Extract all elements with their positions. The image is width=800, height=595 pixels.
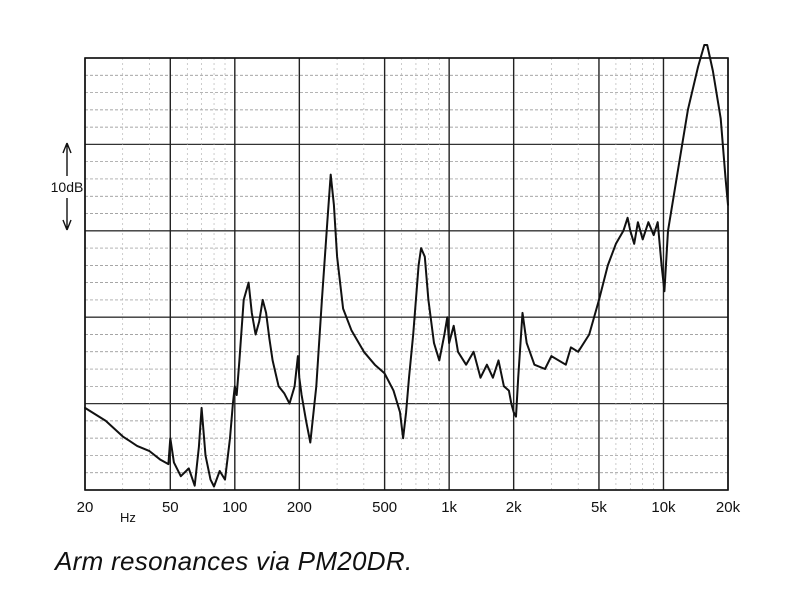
x-tick-label: 2k [506, 499, 522, 516]
x-tick-label: 20k [716, 499, 741, 516]
plot-frame [84, 57, 729, 491]
chart-axes [84, 57, 729, 491]
x-tick-label: 100 [222, 499, 247, 516]
db-scale-label: 10dB [51, 179, 84, 195]
db-scale-marker: 10dB [51, 142, 84, 231]
arrow-up-icon [62, 142, 72, 176]
response-curve-line [84, 44, 729, 488]
x-tick-label: 1k [441, 499, 457, 516]
x-tick-label: 200 [287, 499, 312, 516]
x-tick-label: 50 [162, 499, 179, 516]
arrow-down-icon [62, 198, 72, 231]
x-tick-labels: 20 50 100 200 500 1k 2k 5k 10k 20k [77, 499, 741, 516]
x-tick-label: 500 [372, 499, 397, 516]
x-tick-label: 5k [591, 499, 607, 516]
x-tick-label: 10k [651, 499, 676, 516]
chart-series [84, 44, 729, 488]
chart-grid [84, 57, 729, 491]
x-tick-label: 20 [77, 499, 94, 516]
figure-caption: Arm resonances via PM20DR. [55, 546, 413, 576]
x-axis-unit-label: Hz [120, 510, 136, 525]
